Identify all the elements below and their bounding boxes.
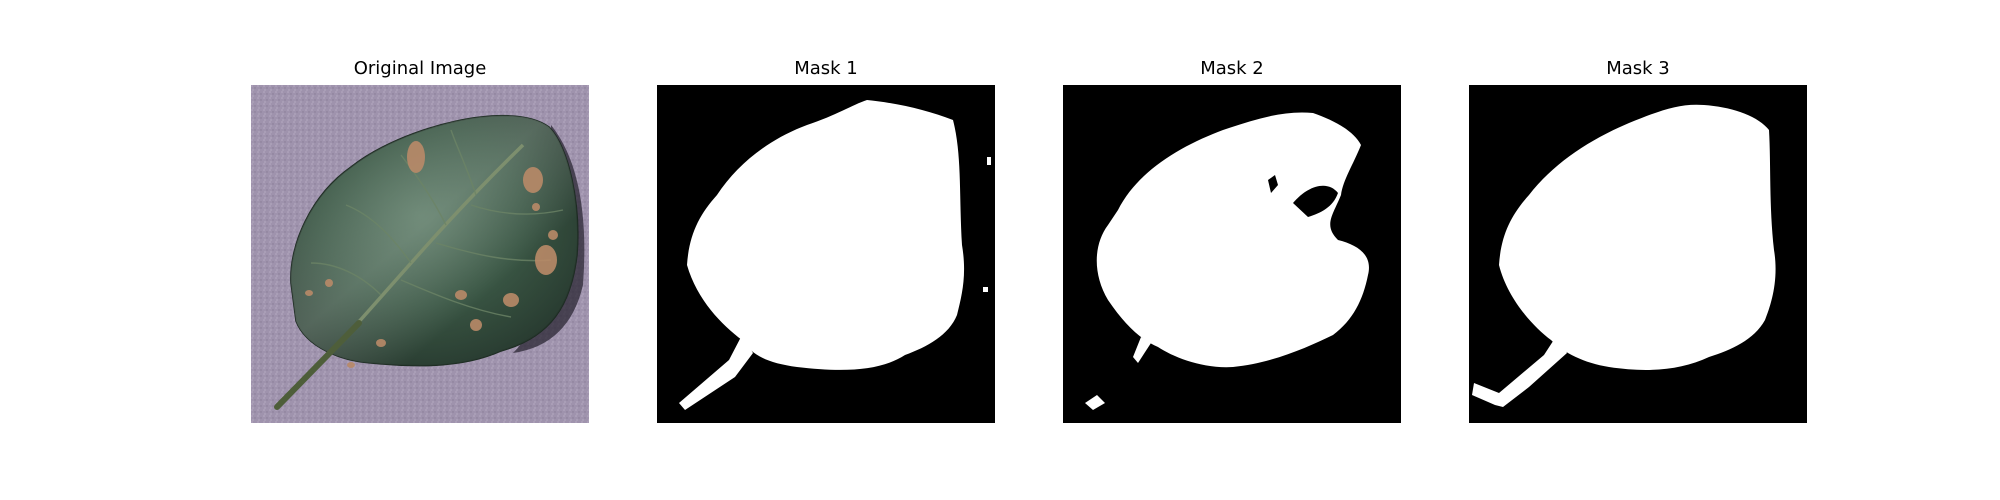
mask-3-image [1469,85,1807,423]
original-image-title: Original Image [353,58,487,79]
mask-3-title: Mask 3 [1606,58,1670,79]
original-leaf-image [251,85,589,423]
mask-2-title: Mask 2 [1200,58,1264,79]
mask-1-image [657,85,995,423]
mask-2-image [1063,85,1401,423]
mask-1-title: Mask 1 [794,58,858,79]
